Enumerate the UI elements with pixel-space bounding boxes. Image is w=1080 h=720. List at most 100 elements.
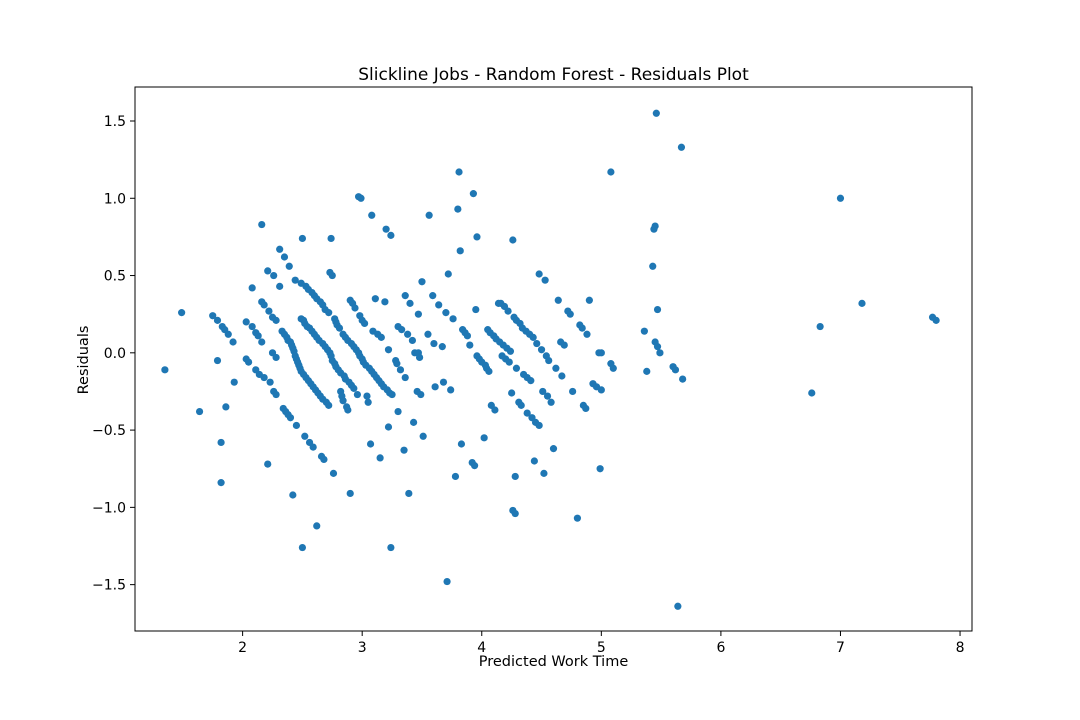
data-point [607, 168, 615, 176]
data-point [325, 401, 333, 409]
data-point [396, 366, 405, 374]
data-point [353, 390, 361, 399]
data-point [463, 332, 472, 340]
data-point [222, 403, 230, 411]
data-point [558, 372, 566, 380]
data-point [401, 292, 409, 300]
x-tick-label: 8 [956, 640, 965, 656]
data-point [470, 462, 479, 470]
data-point [384, 423, 393, 431]
data-point [527, 377, 535, 385]
data-point [285, 262, 293, 270]
data-point [398, 326, 406, 334]
data-point [280, 253, 289, 261]
data-point [596, 465, 604, 473]
data-point [597, 386, 605, 394]
data-point [679, 375, 687, 383]
data-point [195, 407, 204, 416]
x-tick-label: 7 [836, 640, 845, 656]
data-point [405, 489, 413, 498]
data-point [505, 358, 513, 366]
data-point [161, 366, 169, 374]
data-point [254, 332, 262, 340]
data-point [435, 301, 443, 309]
data-point [229, 338, 237, 346]
data-point [406, 299, 414, 307]
x-axis-ticks: 2 3 4 5 6 7 8 [238, 631, 965, 656]
data-point [377, 333, 385, 341]
data-point [298, 543, 306, 552]
data-point [554, 296, 562, 304]
data-point [523, 409, 531, 417]
data-point [414, 310, 422, 318]
data-point [292, 421, 301, 430]
data-point [609, 364, 617, 372]
data-point [258, 338, 266, 346]
data-point [597, 349, 605, 357]
data-point [671, 366, 680, 374]
data-point [329, 469, 338, 477]
data-point [530, 457, 538, 465]
data-point [286, 414, 295, 422]
data-point [384, 346, 393, 354]
data-point [511, 472, 519, 481]
y-tick-label: 0.0 [104, 346, 126, 362]
data-point [649, 262, 657, 270]
data-point [656, 349, 664, 357]
data-point [382, 225, 390, 233]
data-point [272, 390, 280, 399]
data-point [264, 267, 272, 275]
data-point [582, 404, 590, 413]
data-point [640, 327, 648, 335]
data-point [381, 298, 389, 306]
data-point [430, 339, 438, 348]
data-point [309, 443, 317, 451]
data-point [454, 205, 462, 213]
data-point [260, 373, 268, 382]
data-point [457, 440, 466, 448]
data-point [509, 236, 517, 244]
data-point [512, 364, 521, 372]
data-point [674, 602, 682, 610]
data-point [387, 543, 395, 552]
data-point [816, 322, 824, 331]
data-point [298, 234, 306, 243]
data-point [506, 347, 515, 355]
data-point [301, 432, 309, 440]
data-point [360, 319, 369, 328]
data-point [394, 407, 402, 416]
y-tick-label: −1.5 [92, 578, 126, 594]
y-tick-label: 1.0 [104, 191, 126, 207]
y-tick-label: −1.0 [92, 500, 126, 516]
data-point [400, 446, 408, 454]
data-point [415, 353, 424, 362]
data-point [272, 316, 280, 324]
data-point [393, 360, 401, 368]
data-point [344, 406, 352, 414]
data-point [363, 392, 371, 400]
data-point [466, 341, 474, 349]
data-point [357, 194, 365, 202]
data-point [248, 284, 256, 292]
data-point [224, 330, 232, 338]
data-point [449, 315, 457, 323]
data-points [161, 109, 940, 610]
data-point [217, 479, 225, 487]
data-point [455, 168, 463, 176]
data-point [313, 522, 321, 530]
data-point [376, 454, 384, 462]
data-point [408, 336, 417, 345]
data-point [444, 270, 452, 278]
data-point [511, 509, 519, 518]
data-point [351, 304, 359, 312]
data-point [260, 301, 268, 309]
data-point [451, 472, 460, 481]
data-point [368, 211, 376, 219]
data-point [651, 222, 659, 230]
data-point [533, 339, 541, 348]
data-point [552, 364, 560, 372]
y-axis-ticks: −1.5 −1.0 −0.5 0.0 0.5 1.0 1.5 [92, 114, 135, 594]
data-point [439, 378, 448, 386]
x-tick-label: 3 [358, 640, 367, 656]
data-point [535, 421, 543, 430]
